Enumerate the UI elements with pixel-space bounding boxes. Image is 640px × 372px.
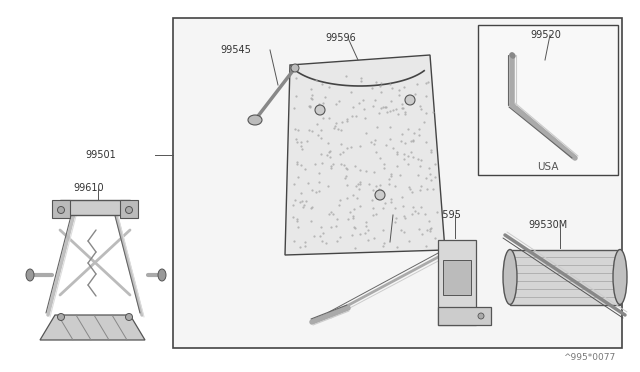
Circle shape bbox=[58, 206, 65, 214]
Circle shape bbox=[315, 105, 325, 115]
Circle shape bbox=[375, 190, 385, 200]
Text: 99613: 99613 bbox=[358, 210, 388, 220]
Bar bbox=[438, 307, 491, 325]
Ellipse shape bbox=[613, 250, 627, 305]
Circle shape bbox=[478, 313, 484, 319]
Text: USA: USA bbox=[537, 162, 559, 172]
Text: 99530M: 99530M bbox=[528, 220, 567, 230]
Ellipse shape bbox=[248, 115, 262, 125]
Bar bbox=[438, 240, 476, 325]
Bar bbox=[478, 25, 618, 175]
Circle shape bbox=[405, 95, 415, 105]
Circle shape bbox=[291, 64, 299, 72]
Bar bbox=[510, 250, 620, 305]
Bar bbox=[60, 200, 130, 215]
Text: 99610: 99610 bbox=[73, 183, 104, 193]
Bar bbox=[52, 200, 70, 218]
Circle shape bbox=[125, 206, 132, 214]
Text: 99545: 99545 bbox=[220, 45, 251, 55]
Text: 99595: 99595 bbox=[430, 210, 461, 220]
Bar bbox=[120, 200, 138, 218]
Text: 99596: 99596 bbox=[325, 33, 356, 43]
Text: ^995*0077: ^995*0077 bbox=[563, 353, 615, 362]
Polygon shape bbox=[40, 315, 145, 340]
Circle shape bbox=[58, 314, 65, 321]
Text: 99520: 99520 bbox=[530, 30, 561, 40]
Polygon shape bbox=[285, 55, 445, 255]
Ellipse shape bbox=[158, 269, 166, 281]
Bar bbox=[443, 260, 471, 295]
Ellipse shape bbox=[26, 269, 34, 281]
Ellipse shape bbox=[503, 250, 517, 305]
Bar bbox=[173, 18, 622, 348]
Circle shape bbox=[125, 314, 132, 321]
Text: 99501: 99501 bbox=[85, 150, 116, 160]
